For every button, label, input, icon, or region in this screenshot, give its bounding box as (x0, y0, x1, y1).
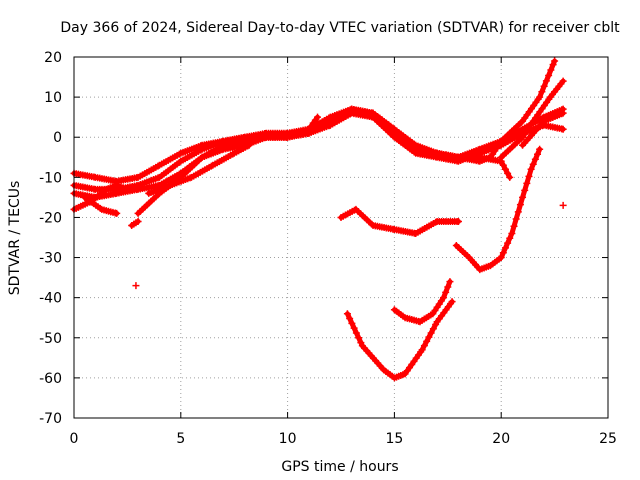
y-tick-label: -20 (39, 210, 62, 226)
series-track-7 (145, 141, 253, 197)
series-track-12 (337, 205, 462, 237)
x-tick-label: 15 (385, 431, 403, 447)
y-axis-title: SDTVAR / TECUs (7, 181, 23, 296)
y-tick-label: -40 (39, 291, 62, 307)
series-track-13 (128, 217, 142, 229)
series-track-18 (559, 201, 567, 209)
y-tick-label: 0 (53, 130, 62, 146)
series-track-14 (343, 298, 456, 382)
series-track-16 (452, 145, 544, 274)
series-track-6 (134, 113, 322, 217)
x-tick-label: 20 (492, 431, 510, 447)
series-track-17 (132, 282, 140, 290)
series-track-11 (519, 109, 567, 149)
y-tick-label: -30 (39, 251, 62, 267)
y-tick-label: 20 (44, 50, 62, 66)
data-series (70, 57, 567, 382)
series-track-9 (487, 57, 559, 161)
y-tick-label: -60 (39, 371, 62, 387)
x-axis-title: GPS time / hours (281, 459, 398, 475)
x-tick-label: 10 (279, 431, 297, 447)
y-tick-label: 10 (44, 90, 62, 106)
series-track-10 (497, 77, 567, 161)
y-tick-label: -10 (39, 170, 62, 186)
series-track-15 (390, 278, 454, 326)
y-tick-label: -70 (39, 411, 62, 427)
x-tick-label: 25 (599, 431, 617, 447)
x-tick-label: 0 (70, 431, 79, 447)
series-track-1 (70, 105, 514, 185)
plot-frame (73, 56, 609, 419)
y-tick-label: -50 (39, 331, 62, 347)
axis-ticks: 0 5 10 15 20 25 -70 -60 -50 -40 -30 -20 -10 0 10 20 (39, 50, 617, 447)
x-tick-label: 5 (176, 431, 185, 447)
chart-title: Day 366 of 2024, Sidereal Day-to-day VTE… (60, 20, 620, 36)
series-track-5 (81, 193, 121, 217)
